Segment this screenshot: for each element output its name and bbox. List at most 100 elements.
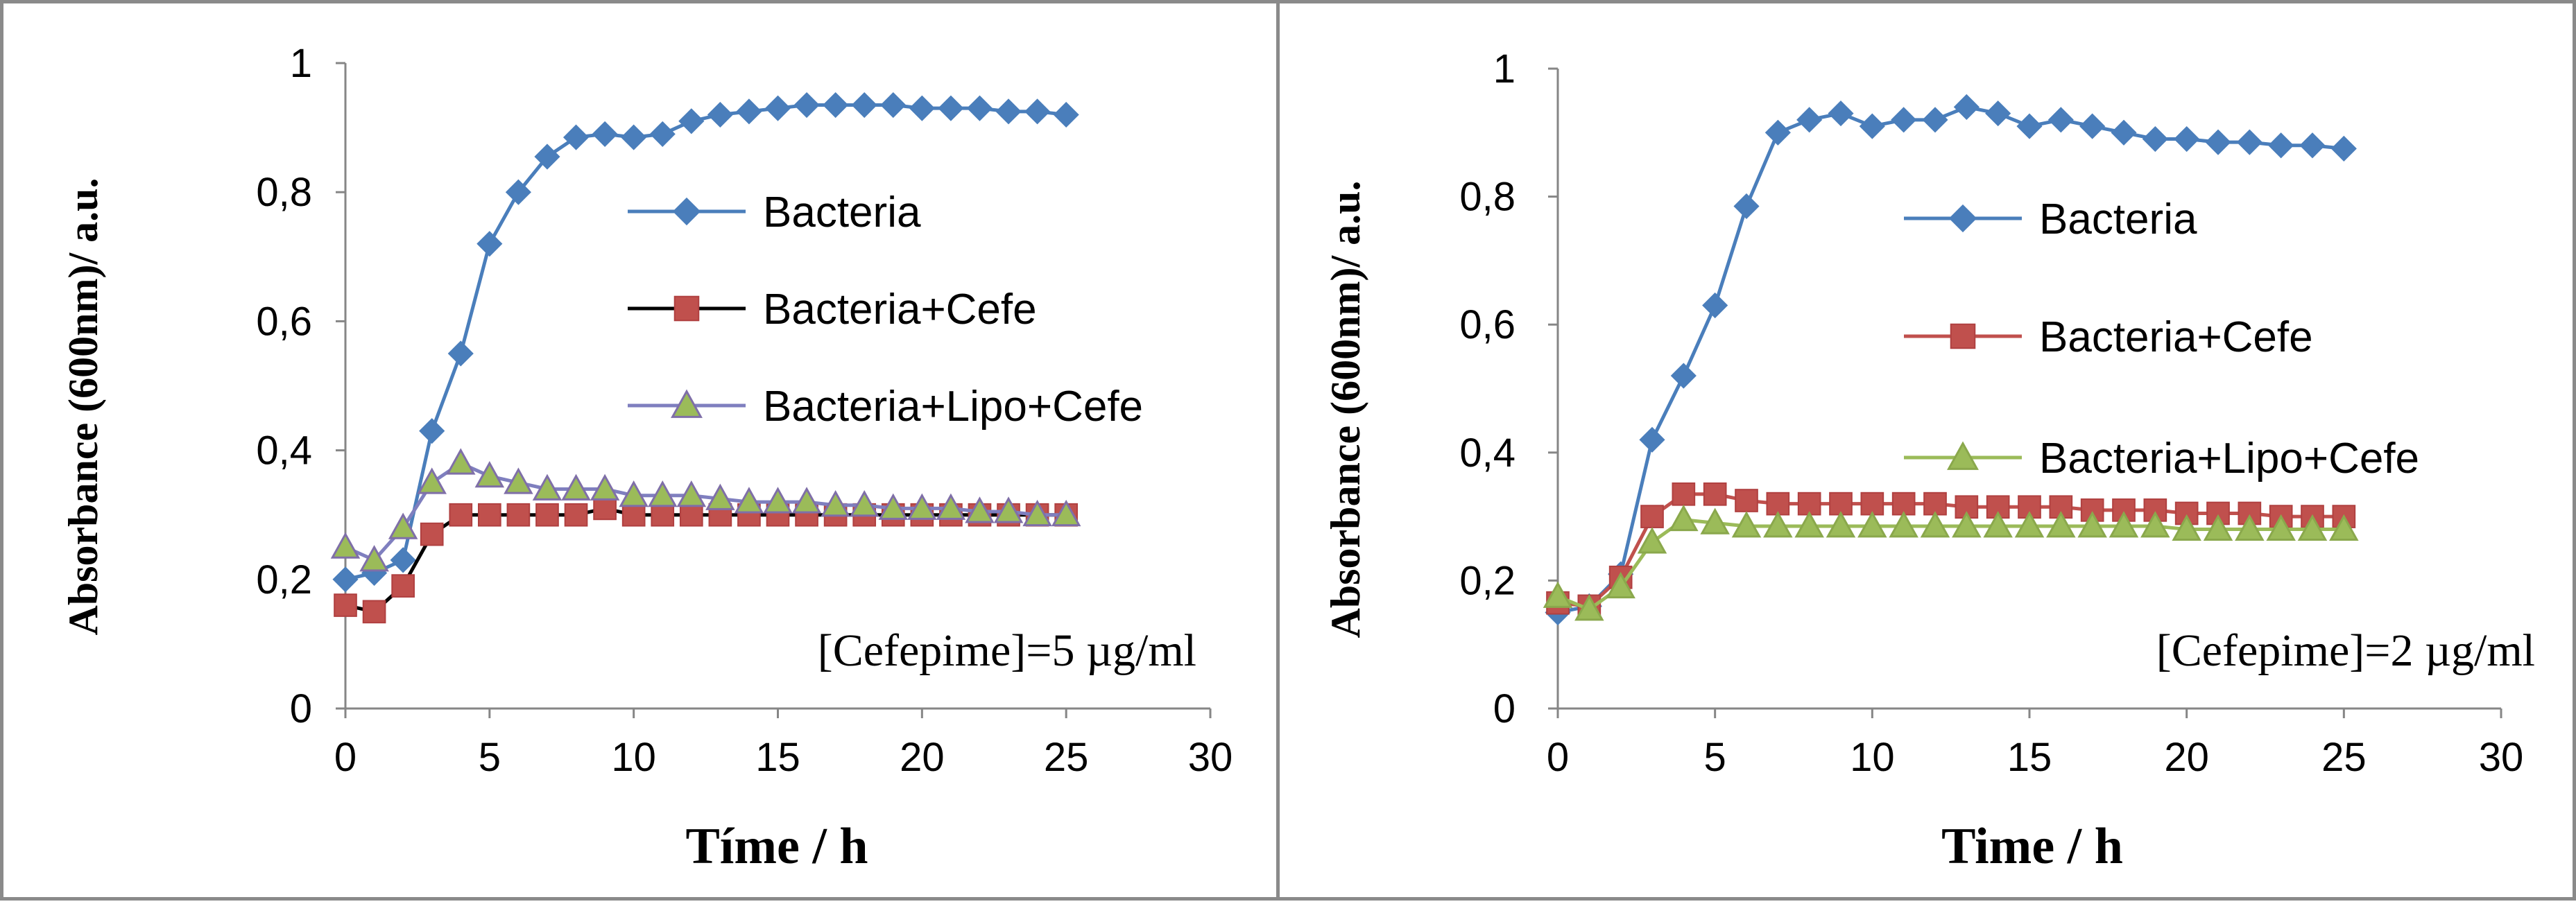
data-point-1	[793, 92, 820, 119]
x-tick-label: 30	[2479, 735, 2524, 780]
data-point-3	[1952, 511, 1982, 538]
data-point-3	[2172, 514, 2201, 541]
data-point-3	[532, 473, 563, 501]
data-point-3	[474, 461, 505, 488]
x-tick-label: 0	[1547, 735, 1569, 780]
legend-label: Bacteria+Lipo+Cefe	[2039, 435, 2419, 483]
data-point-2	[334, 593, 357, 617]
data-point-3	[2109, 511, 2139, 538]
data-point-1	[2236, 129, 2262, 155]
data-point-2	[477, 503, 501, 527]
data-point-3	[1543, 581, 1573, 608]
data-point-3	[2203, 514, 2233, 541]
data-point-3	[907, 493, 937, 520]
legend-label: Bacteria+Cefe	[763, 286, 1037, 333]
data-point-1	[1796, 107, 1823, 133]
data-point-3	[965, 496, 995, 523]
legend-marker	[1947, 441, 1979, 470]
data-point-1	[1639, 426, 1665, 453]
y-tick-label: 0,4	[256, 428, 312, 473]
data-point-1	[534, 144, 560, 170]
y-tick-label: 0,2	[1459, 558, 1515, 603]
legend-marker	[671, 389, 703, 418]
data-point-2	[506, 503, 531, 527]
data-point-3	[1794, 511, 1824, 538]
y-tick-label: 0	[1493, 686, 1515, 731]
data-point-3	[878, 493, 909, 520]
data-point-2	[1766, 492, 1790, 516]
data-point-1	[1985, 101, 2011, 127]
x-axis-title: Time / h	[1941, 818, 2123, 875]
legend-marker	[673, 295, 700, 322]
data-point-3	[2235, 514, 2265, 541]
data-point-3	[936, 493, 966, 520]
data-point-3	[359, 545, 389, 572]
data-point-3	[417, 467, 447, 494]
data-point-1	[447, 340, 474, 367]
x-tick-label: 25	[1044, 735, 1089, 780]
data-point-3	[734, 487, 764, 514]
data-point-1	[2142, 125, 2168, 153]
data-point-3	[993, 496, 1024, 523]
data-point-3	[1826, 511, 1856, 538]
data-point-3	[590, 473, 620, 501]
data-point-3	[2046, 511, 2076, 538]
legend-marker	[672, 197, 701, 226]
data-point-2	[420, 522, 444, 546]
x-tick-label: 20	[2164, 735, 2209, 780]
data-point-3	[446, 448, 476, 475]
data-point-3	[1983, 511, 2013, 538]
x-tick-label: 25	[2321, 735, 2367, 780]
data-point-1	[823, 92, 849, 119]
y-tick-label: 0,6	[1459, 302, 1515, 347]
data-point-2	[449, 503, 473, 527]
data-point-3	[619, 480, 649, 507]
data-point-1	[707, 101, 733, 128]
data-point-1	[1702, 292, 1728, 319]
data-point-2	[621, 503, 646, 527]
data-point-1	[1733, 193, 1760, 220]
y-tick-label: 0	[290, 686, 312, 731]
data-point-2	[535, 503, 559, 527]
concentration-annotation: [Cefepime]=5 µg/ml	[818, 625, 1196, 676]
y-tick-label: 0,6	[256, 299, 312, 344]
data-point-3	[2014, 511, 2045, 538]
y-tick-label: 0,8	[1459, 175, 1515, 220]
data-point-1	[2299, 132, 2326, 159]
data-point-1	[678, 108, 705, 134]
data-point-1	[332, 566, 359, 593]
data-point-3	[676, 480, 707, 507]
y-tick-label: 0,4	[1459, 431, 1515, 476]
data-point-1	[1670, 363, 1697, 389]
y-axis-title: Absorbance (600nm)/ a.u.	[60, 177, 106, 635]
data-point-1	[1053, 101, 1079, 128]
data-point-2	[1640, 505, 1664, 528]
data-point-1	[2330, 135, 2357, 162]
y-tick-label: 1	[290, 41, 312, 86]
data-point-3	[561, 473, 591, 501]
data-point-1	[649, 121, 676, 147]
data-point-2	[2143, 498, 2167, 522]
y-tick-label: 0,2	[256, 557, 312, 602]
data-point-2	[1735, 489, 1758, 512]
data-point-1	[764, 95, 791, 121]
legend-label: Bacteria	[763, 189, 921, 236]
data-point-3	[849, 489, 879, 517]
data-point-3	[1051, 499, 1081, 527]
data-point-1	[966, 95, 993, 121]
y-tick-label: 0,8	[256, 170, 312, 215]
x-tick-label: 30	[1188, 735, 1233, 780]
data-point-3	[2297, 514, 2328, 541]
data-point-3	[330, 532, 361, 559]
data-point-2	[679, 503, 703, 527]
data-point-3	[1731, 511, 1762, 538]
legend-marker	[1948, 204, 1977, 233]
data-point-2	[391, 574, 415, 598]
data-point-1	[851, 92, 877, 119]
data-point-1	[1764, 119, 1791, 146]
data-point-2	[2049, 495, 2073, 519]
y-axis-title: Absorbance (600nm)/ a.u.	[1323, 180, 1368, 638]
data-point-1	[1891, 107, 1917, 133]
data-point-1	[621, 124, 647, 150]
